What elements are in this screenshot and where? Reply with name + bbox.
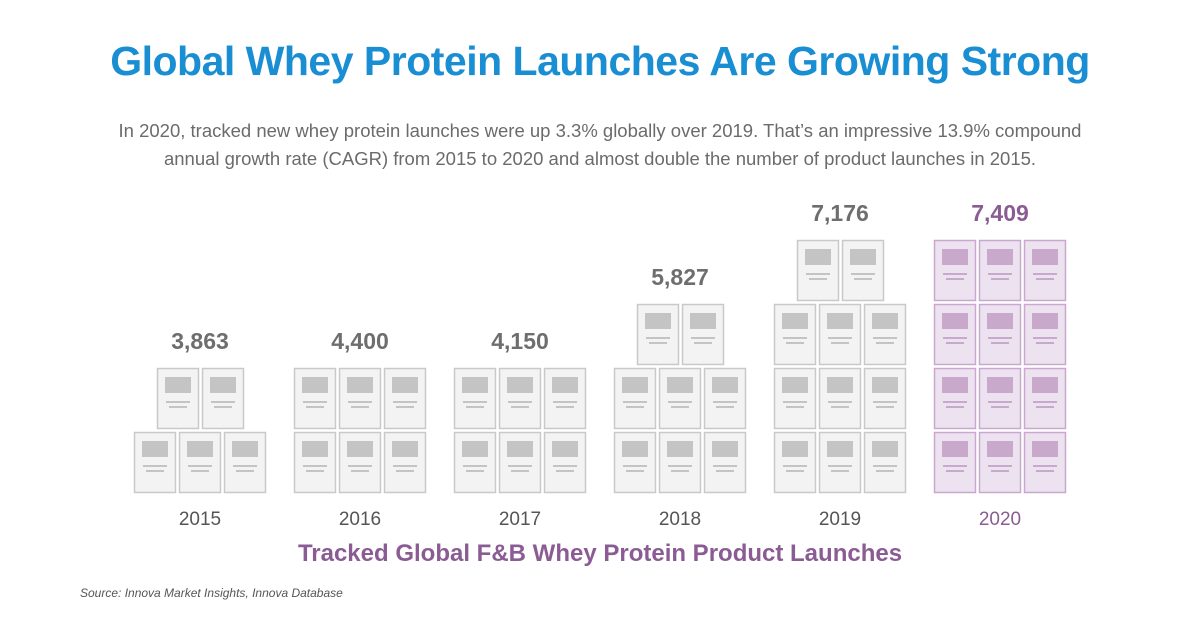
category-label: 2019 bbox=[819, 509, 861, 530]
launch-icon bbox=[293, 431, 337, 494]
launch-icon bbox=[978, 303, 1022, 366]
launch-icon bbox=[703, 431, 747, 494]
value-label: 4,150 bbox=[491, 328, 549, 354]
launch-icon bbox=[636, 303, 680, 366]
launch-icon bbox=[338, 367, 382, 430]
launch-icon bbox=[1023, 431, 1067, 494]
launch-icon bbox=[933, 303, 977, 366]
chart-label: Tracked Global F&B Whey Protein Product … bbox=[297, 540, 903, 567]
subtitle-line-1: In 2020, tracked new whey protein launch… bbox=[118, 120, 1082, 141]
category-label: 2018 bbox=[659, 509, 701, 530]
launch-icon bbox=[863, 303, 907, 366]
launch-icon bbox=[978, 239, 1022, 302]
value-label: 7,176 bbox=[811, 200, 869, 226]
launch-icon bbox=[453, 431, 497, 494]
value-label: 7,409 bbox=[971, 200, 1029, 226]
launch-icon bbox=[338, 431, 382, 494]
launch-icon bbox=[818, 303, 862, 366]
launch-icon bbox=[498, 367, 542, 430]
category-label: 2017 bbox=[499, 509, 541, 530]
launch-icon bbox=[841, 239, 885, 302]
launch-icon bbox=[293, 367, 337, 430]
launch-icon bbox=[613, 431, 657, 494]
subtitle-line-2: annual growth rate (CAGR) from 2015 to 2… bbox=[163, 148, 1037, 169]
launch-icon bbox=[543, 367, 587, 430]
category-label: 2016 bbox=[339, 509, 381, 530]
launch-icon bbox=[201, 367, 245, 430]
launch-icon bbox=[863, 367, 907, 430]
launch-icon bbox=[658, 431, 702, 494]
launch-icon bbox=[681, 303, 725, 366]
launch-icon bbox=[613, 367, 657, 430]
launch-icon bbox=[978, 431, 1022, 494]
launch-icon bbox=[773, 431, 817, 494]
launch-icon bbox=[818, 367, 862, 430]
launch-icon bbox=[796, 239, 840, 302]
value-label: 4,400 bbox=[331, 328, 389, 354]
launch-icon bbox=[1023, 303, 1067, 366]
category-label: 2020 bbox=[979, 509, 1021, 530]
launch-icon bbox=[773, 303, 817, 366]
launch-icon bbox=[933, 431, 977, 494]
launch-icon bbox=[156, 367, 200, 430]
launch-icon bbox=[1023, 239, 1067, 302]
launch-icon bbox=[1023, 367, 1067, 430]
launch-icon bbox=[933, 367, 977, 430]
launch-icon bbox=[383, 431, 427, 494]
launch-icon bbox=[978, 367, 1022, 430]
launch-icon bbox=[178, 431, 222, 494]
launch-icon bbox=[818, 431, 862, 494]
launch-icon bbox=[133, 431, 177, 494]
category-label: 2015 bbox=[179, 509, 221, 530]
launch-icon bbox=[543, 431, 587, 494]
value-label: 3,863 bbox=[171, 328, 229, 354]
source-note: Source: Innova Market Insights, Innova D… bbox=[80, 586, 343, 600]
launch-icon bbox=[773, 367, 817, 430]
launch-icon bbox=[223, 431, 267, 494]
launch-icon bbox=[453, 367, 497, 430]
page-title: Global Whey Protein Launches Are Growing… bbox=[110, 38, 1090, 84]
launch-icon bbox=[863, 431, 907, 494]
launch-icon bbox=[658, 367, 702, 430]
launch-icon bbox=[933, 239, 977, 302]
launch-icon bbox=[498, 431, 542, 494]
value-label: 5,827 bbox=[651, 264, 709, 290]
launch-icon bbox=[383, 367, 427, 430]
launch-icon bbox=[703, 367, 747, 430]
page-subtitle: In 2020, tracked new whey protein launch… bbox=[60, 117, 1140, 173]
